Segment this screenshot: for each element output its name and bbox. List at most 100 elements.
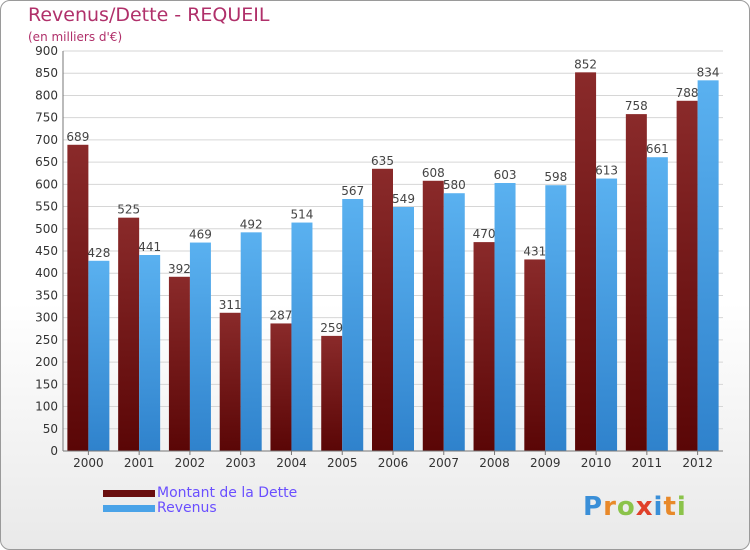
- bar-debt-2006: [372, 168, 393, 451]
- y-tick-label: 250: [35, 333, 58, 347]
- legend-swatch-debt: [103, 490, 155, 497]
- y-tick-label: 700: [35, 133, 58, 147]
- bar-revenus-2011: [646, 157, 668, 451]
- bar-debt-2011: [625, 114, 647, 451]
- x-tick-label-2007: 2007: [428, 456, 459, 470]
- bar-revenus-2004: [291, 222, 313, 451]
- x-tick-label-2005: 2005: [327, 456, 358, 470]
- y-axis: 0 50 100 150 200 250 300 350 400 450 500 550 600 650 7…: [35, 44, 64, 458]
- legend-label-debt: Montant de la Dette: [157, 485, 298, 501]
- value-label-revenus-2003: 492: [240, 217, 263, 231]
- value-label-debt-2006: 635: [371, 154, 394, 168]
- bar-revenus-2001: [139, 255, 161, 451]
- y-tick-label: 850: [35, 66, 58, 80]
- value-label-revenus-2008: 603: [494, 168, 517, 182]
- chart-title: Revenus/Dette - REQUEIL: [28, 4, 270, 26]
- bar-debt-2012: [676, 100, 698, 452]
- value-label-debt-2005: 259: [320, 321, 343, 335]
- value-label-debt-2001: 525: [117, 203, 140, 217]
- y-tick-label: 600: [35, 177, 58, 191]
- chart-subtitle: (en milliers d'€): [28, 30, 123, 44]
- y-tick-label: 200: [35, 355, 58, 369]
- y-tick-label: 300: [35, 311, 58, 325]
- x-tick-label-2012: 2012: [682, 456, 713, 470]
- x-tick-label-2004: 2004: [276, 456, 307, 470]
- value-label-revenus-2000: 428: [87, 246, 110, 260]
- value-label-debt-2004: 287: [270, 308, 293, 322]
- x-tick-label-2000: 2000: [73, 456, 104, 470]
- value-label-debt-2000: 689: [66, 130, 89, 144]
- x-tick-label-2010: 2010: [581, 456, 612, 470]
- bar-debt-2009: [524, 259, 546, 451]
- bar-debt-2005: [321, 335, 343, 451]
- value-label-revenus-2012: 834: [697, 65, 720, 79]
- y-tick-label: 100: [35, 400, 58, 414]
- bar-revenus-2005: [342, 199, 364, 451]
- value-label-revenus-2010: 613: [595, 164, 618, 178]
- logo-letter: o: [616, 492, 636, 522]
- bar-debt-2004: [270, 323, 292, 451]
- logo-letter: P: [583, 492, 604, 522]
- bar-revenus-2000: [88, 260, 110, 451]
- y-tick-label: 650: [35, 155, 58, 169]
- bar-group: 689 428 525 441 392 469 311 492 287 514 259 567 635 5…: [66, 57, 720, 452]
- value-label-debt-2010: 852: [574, 57, 597, 71]
- y-tick-label: 900: [35, 44, 58, 58]
- bar-revenus-2012: [697, 80, 719, 451]
- y-tick-label: 350: [35, 288, 58, 302]
- value-label-revenus-2005: 567: [341, 184, 364, 198]
- x-tick-label-2001: 2001: [124, 456, 155, 470]
- y-tick-label: 450: [35, 244, 58, 258]
- logo-letter: r: [603, 492, 617, 522]
- bar-debt-2007: [422, 180, 444, 451]
- x-tick-label-2006: 2006: [378, 456, 409, 470]
- logo-letter: i: [653, 492, 664, 522]
- legend-swatch-revenus: [103, 505, 155, 512]
- bar-revenus-2006: [393, 207, 414, 451]
- value-label-debt-2011: 758: [625, 99, 648, 113]
- bar-revenus-2008: [494, 183, 516, 451]
- bar-revenus-2010: [596, 178, 618, 452]
- value-label-revenus-2009: 598: [544, 170, 567, 184]
- value-label-debt-2012: 788: [676, 86, 699, 100]
- x-axis: 2000 2001 2002 2003 2004 2005 2006 2007 2008 2009…: [63, 450, 723, 470]
- bar-debt-2010: [575, 72, 597, 451]
- y-tick-label: 50: [43, 422, 58, 436]
- bar-revenus-2009: [545, 185, 567, 451]
- value-label-revenus-2006: 549: [392, 192, 415, 206]
- value-label-debt-2008: 470: [473, 227, 496, 241]
- y-tick-label: 0: [50, 444, 58, 458]
- value-label-revenus-2011: 661: [646, 142, 669, 156]
- y-tick-label: 400: [35, 266, 58, 280]
- value-label-revenus-2001: 441: [138, 240, 161, 254]
- value-label-debt-2003: 311: [219, 298, 242, 312]
- x-tick-label-2002: 2002: [175, 456, 206, 470]
- value-label-debt-2002: 392: [168, 262, 191, 276]
- bar-debt-2000: [67, 144, 89, 451]
- value-label-debt-2009: 431: [523, 244, 546, 258]
- x-tick-label-2009: 2009: [530, 456, 561, 470]
- y-tick-label: 750: [35, 111, 58, 125]
- y-tick-label: 150: [35, 377, 58, 391]
- logo-letter: t: [663, 492, 677, 522]
- bar-debt-2002: [168, 276, 190, 451]
- value-label-revenus-2002: 469: [189, 228, 212, 242]
- x-tick-label-2008: 2008: [479, 456, 510, 470]
- bar-revenus-2003: [240, 232, 262, 451]
- y-tick-label: 500: [35, 222, 58, 236]
- logo-letter: i: [676, 492, 687, 522]
- bar-revenus-2007: [443, 193, 465, 451]
- bar-debt-2003: [219, 312, 241, 451]
- proxiti-logo: Proxiti: [583, 492, 687, 522]
- bar-revenus-2002: [189, 242, 211, 451]
- legend-label-revenus: Revenus: [157, 500, 217, 516]
- logo-letter: x: [635, 492, 654, 522]
- value-label-revenus-2004: 514: [291, 208, 314, 222]
- x-tick-label-2011: 2011: [632, 456, 663, 470]
- y-tick-label: 550: [35, 200, 58, 214]
- bar-debt-2001: [118, 217, 140, 451]
- value-label-revenus-2007: 580: [443, 178, 466, 192]
- x-tick-label-2003: 2003: [225, 456, 256, 470]
